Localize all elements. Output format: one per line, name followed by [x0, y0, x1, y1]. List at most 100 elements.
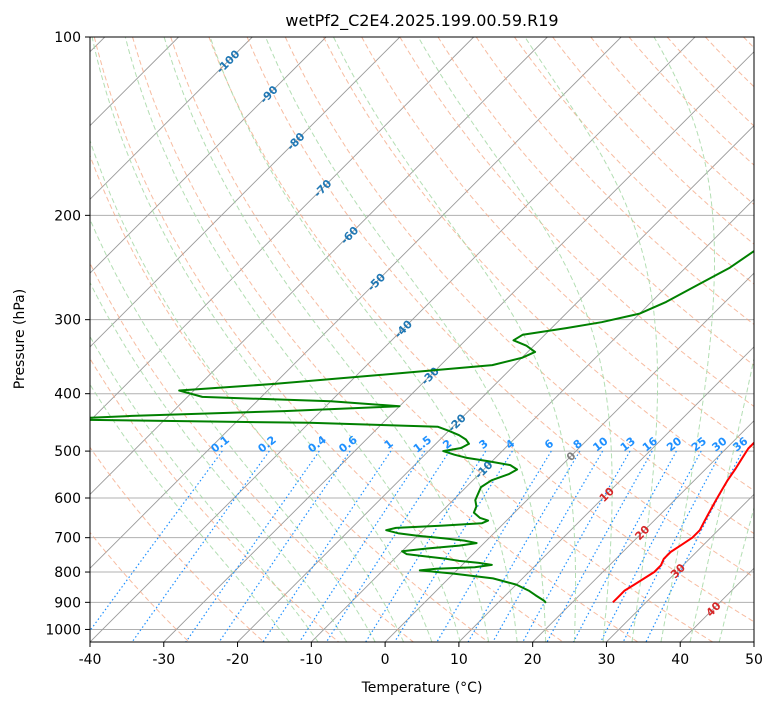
y-tick-label: 900: [54, 595, 81, 611]
mixing-ratio-line: [572, 450, 677, 642]
chart-title: wetPf2_C2E4.2025.199.00.59.R19: [285, 11, 558, 31]
x-tick-label: 0: [381, 652, 390, 668]
y-tick-label: 800: [54, 565, 81, 581]
dry-adiabat-line: [628, 37, 754, 166]
isotherm-line: [532, 420, 754, 642]
dry-adiabat-line: [323, 37, 754, 492]
y-axis: 100 200 300 400 500 600 700 800 900 1000: [45, 30, 90, 638]
y-tick-label: 500: [54, 444, 81, 460]
sounding-profiles: [90, 249, 754, 604]
x-tick-label: 10: [450, 652, 468, 668]
dry-adiabat-line: [132, 37, 639, 642]
moist-adiabat-line: [209, 37, 518, 642]
isotherm-line: [90, 37, 622, 569]
mixing-ratio-line: [394, 450, 513, 642]
mixing-ratio-line: [218, 450, 351, 642]
x-tick-label: -40: [79, 652, 102, 668]
mixing-ratio-label: 0.1: [209, 433, 232, 455]
mixing-ratio-label: 6: [542, 437, 556, 452]
x-tick-label: 20: [524, 652, 542, 668]
mixing-ratio-line: [299, 450, 426, 642]
dry-adiabat-line: [666, 37, 754, 127]
moist-adiabat-line: [524, 37, 659, 642]
moist-adiabat-line: [90, 218, 376, 642]
x-axis: -40 -30 -20 -10 0 10 20 30 40 50: [79, 642, 763, 668]
temperature-line: [612, 441, 754, 604]
x-tick-label: 40: [671, 652, 689, 668]
isotherm-label: -50: [365, 271, 388, 294]
isotherm-line: [310, 198, 754, 642]
mixing-ratio-label: 3: [477, 437, 491, 452]
mixing-ratio-line: [522, 450, 631, 642]
mixing-ratio-line: [131, 450, 270, 642]
dry-adiabat-line: [90, 531, 190, 642]
dry-adiabat-line: [90, 154, 489, 642]
dry-adiabat-line: [437, 37, 754, 366]
moist-adiabat-line: [417, 37, 613, 642]
isotherm-label: -60: [338, 224, 361, 247]
mixing-ratio-line: [492, 450, 604, 642]
y-tick-label: 600: [54, 491, 81, 507]
isotherm-line: [90, 37, 696, 642]
x-tick-label: -20: [226, 652, 249, 668]
moist-adiabat-line: [653, 37, 715, 642]
dry-adiabat-line: [90, 262, 414, 642]
isotherm-label: -40: [392, 317, 415, 340]
moist-adiabat-line: [689, 356, 754, 642]
y-tick-label: 400: [54, 387, 81, 403]
moist-adiabat-line: [718, 505, 754, 642]
moist-adiabat-line: [91, 37, 433, 642]
mixing-ratio-line: [185, 450, 320, 642]
dry-adiabat-line: [590, 37, 754, 206]
moist-adiabat-line: [333, 37, 577, 642]
isotherm-line: [90, 37, 253, 200]
dry-adiabat-line: [743, 37, 754, 49]
isotherm-line: [237, 124, 754, 642]
dry-adiabat-line: [208, 37, 754, 623]
mixing-ratio-label: 0.4: [305, 433, 329, 455]
dry-adiabat-line: [90, 357, 339, 642]
y-tick-label: 100: [54, 30, 81, 46]
y-tick-label: 300: [54, 313, 81, 329]
isotherm-line: [606, 493, 754, 642]
moist-adiabat-line: [90, 139, 405, 642]
mixing-ratio-line: [262, 450, 392, 642]
isotherm-label: 10: [597, 484, 617, 504]
isotherm-line: [90, 37, 327, 274]
x-axis-title: Temperature (°C): [361, 680, 483, 696]
mixing-ratio-line: [622, 450, 723, 642]
mixing-ratio-label: 1.5: [411, 433, 434, 455]
mixing-ratio-label: 4: [503, 437, 517, 452]
y-axis-title: Pressure (hPa): [12, 289, 28, 389]
moist-adiabat-line: [163, 37, 490, 642]
dry-adiabat-line: [552, 37, 754, 245]
moist-adiabat-line: [90, 281, 348, 642]
moist-adiabat-line: [90, 335, 319, 642]
isotherm-line: [163, 51, 754, 642]
isotherm-line: [90, 37, 548, 496]
x-tick-label: -10: [300, 652, 323, 668]
isotherm-label: -80: [284, 130, 307, 153]
dewpoint-line: [90, 249, 754, 604]
thermo-background-lines: [90, 37, 754, 642]
dry-adiabat-line: [513, 37, 754, 285]
y-tick-label: 1000: [45, 622, 81, 638]
mixing-ratio-line: [325, 450, 450, 642]
mixing-ratio-line: [90, 450, 223, 632]
dry-adiabat-line: [475, 37, 754, 326]
plot-frame: [89, 36, 755, 643]
isotherm-label: -70: [311, 177, 334, 200]
y-tick-label: 700: [54, 531, 81, 547]
mixing-ratio-label: 1: [382, 437, 396, 452]
isotherm-line: [753, 641, 754, 642]
isotherm-line: [90, 37, 401, 348]
y-tick-label: 200: [54, 208, 81, 224]
dry-adiabat-line: [246, 37, 754, 578]
x-tick-label: 30: [598, 652, 616, 668]
isotherm-line: [679, 567, 754, 642]
isotherm-line: [458, 346, 754, 642]
dry-adiabat-line: [284, 37, 754, 535]
isotherm-label: -30: [419, 364, 442, 387]
mixing-ratio-line: [546, 450, 653, 642]
